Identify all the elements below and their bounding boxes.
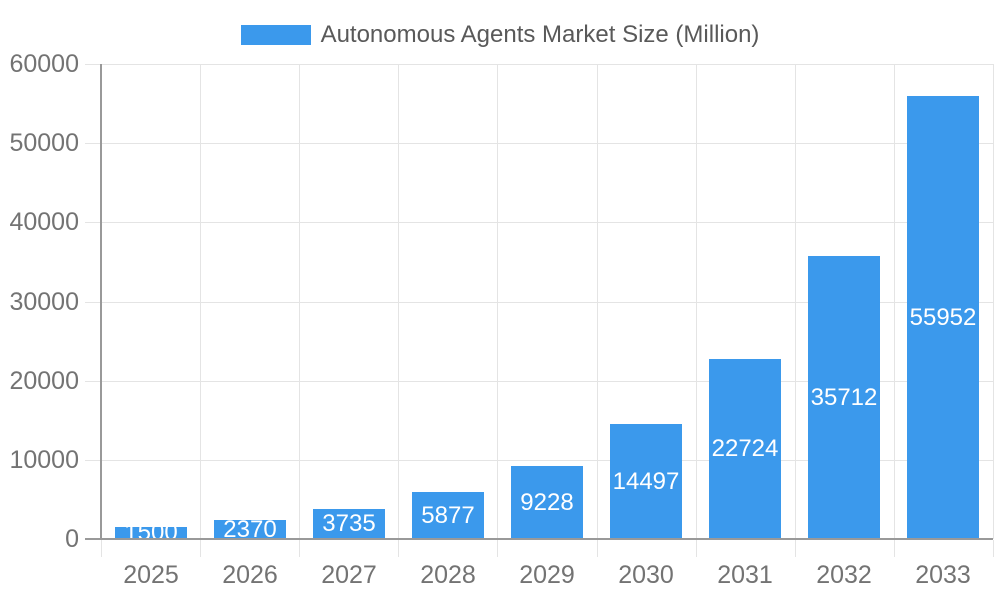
bar[interactable] [313, 509, 385, 539]
gridline-x [497, 64, 498, 539]
bar-value-label: 5877 [421, 502, 475, 529]
y-axis-tick [85, 64, 101, 65]
bar-value-label: 22724 [711, 435, 779, 462]
x-tick-label: 2031 [717, 561, 773, 589]
legend-item[interactable]: Autonomous Agents Market Size (Million) [240, 21, 760, 49]
x-axis-tick [497, 540, 498, 557]
y-axis-tick [85, 222, 101, 223]
y-axis-tick [85, 302, 101, 303]
gridline-x [200, 64, 201, 539]
bar[interactable] [610, 424, 682, 539]
y-tick-label: 40000 [9, 208, 79, 236]
gridline-x [795, 64, 796, 539]
legend-swatch-icon [240, 25, 311, 45]
x-axis-line [85, 538, 993, 540]
x-tick-label: 2026 [222, 561, 278, 589]
gridline-y [101, 302, 993, 303]
y-axis-tick [85, 381, 101, 382]
gridline-x [597, 64, 598, 539]
bar-value-label: 14497 [612, 468, 680, 495]
gridline-x [398, 64, 399, 539]
x-axis-tick [200, 540, 201, 557]
bar-value-label: 3735 [322, 510, 376, 537]
plot-area: 1500 2370 3735 5877 9228 14497 22724 35712 55952 [101, 64, 994, 539]
x-tick-label: 2030 [618, 561, 674, 589]
y-tick-label: 0 [65, 525, 79, 553]
x-tick-label: 2032 [816, 561, 872, 589]
y-tick-label: 50000 [9, 129, 79, 157]
y-tick-label: 30000 [9, 288, 79, 316]
y-axis-line [100, 64, 102, 539]
bar-value-label: 2370 [223, 516, 277, 539]
x-tick-label: 2033 [915, 561, 971, 589]
gridline-y [101, 143, 993, 144]
x-tick-label: 2028 [420, 561, 476, 589]
bar-value-label: 9228 [520, 489, 574, 516]
bar[interactable] [412, 492, 484, 539]
bar[interactable] [907, 96, 979, 539]
bar-value-label: 35712 [810, 384, 878, 411]
bar[interactable] [511, 466, 583, 539]
x-axis-tick [993, 540, 994, 557]
x-axis-tick [795, 540, 796, 557]
x-tick-label: 2029 [519, 561, 575, 589]
x-tick-label: 2025 [123, 561, 179, 589]
bar[interactable] [709, 359, 781, 539]
bar[interactable] [214, 520, 286, 539]
x-axis-tick [894, 540, 895, 557]
bar-value-label: 1500 [124, 519, 178, 539]
y-axis-tick [85, 460, 101, 461]
y-tick-label: 20000 [9, 367, 79, 395]
gridline-y [101, 460, 993, 461]
x-axis-tick [597, 540, 598, 557]
legend: Autonomous Agents Market Size (Million) [0, 21, 1000, 49]
bar[interactable] [115, 527, 187, 539]
legend-label: Autonomous Agents Market Size (Million) [320, 21, 760, 48]
gridline-x [696, 64, 697, 539]
y-tick-label: 60000 [9, 50, 79, 78]
gridline-x [299, 64, 300, 539]
gridline-y [101, 381, 993, 382]
y-tick-label: 10000 [9, 446, 79, 474]
x-tick-label: 2027 [321, 561, 377, 589]
y-axis-tick [85, 143, 101, 144]
gridline-y [101, 222, 993, 223]
bar[interactable] [808, 256, 880, 539]
x-axis-tick [299, 540, 300, 557]
gridline-x [894, 64, 895, 539]
x-axis-tick [696, 540, 697, 557]
gridline-y [101, 64, 993, 65]
x-axis-tick [101, 540, 102, 557]
x-axis-tick [398, 540, 399, 557]
bar-value-label: 55952 [909, 304, 977, 331]
